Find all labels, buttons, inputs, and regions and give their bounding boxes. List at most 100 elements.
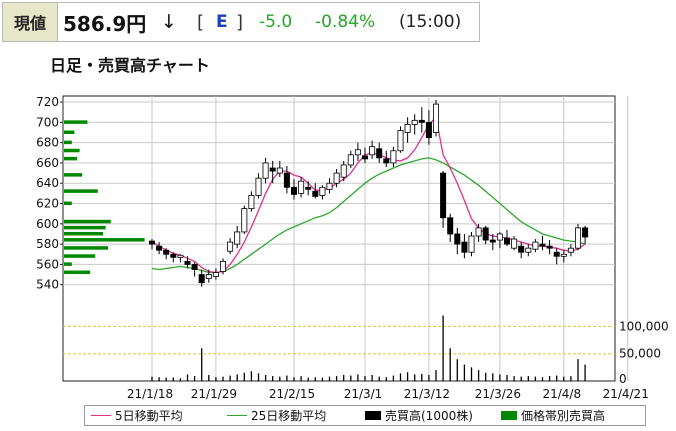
legend-ma25-label: 25日移動平均 (251, 409, 327, 423)
price-band-bar (64, 254, 96, 258)
volume-tick-label: 100,000 (619, 319, 669, 333)
candlestick (404, 123, 411, 133)
candlestick (468, 235, 475, 253)
candlestick (425, 121, 432, 138)
candlestick (560, 253, 567, 257)
price-tick-label: 560 (36, 257, 59, 271)
ma5-swatch (91, 415, 111, 416)
price-tick-label: 540 (36, 278, 59, 292)
current-price: 586.9円 (63, 11, 147, 36)
candlestick (454, 233, 461, 245)
price-band-bar (64, 148, 80, 153)
legend-volume-label: 売買高(1000株) (385, 409, 473, 423)
candlestick (553, 251, 560, 257)
candlestick (326, 182, 333, 190)
x-tick-label: 21/1/18 (127, 387, 173, 401)
candlestick (567, 247, 574, 253)
quote-bar: 現値 586.9円 ↓ [ E ] -5.0 -0.84% (15:00) (2, 2, 480, 42)
price-change: -5.0 (259, 12, 293, 32)
price-band-bar (64, 120, 88, 124)
price-tick-label: 700 (36, 115, 59, 129)
quote-time: (15:00) (399, 12, 462, 32)
candlestick (475, 227, 482, 237)
candlestick (575, 227, 582, 249)
price-band-bar (64, 156, 77, 161)
candlestick (241, 208, 248, 233)
x-tick-label: 21/4/21 (603, 387, 649, 401)
candlestick (234, 231, 241, 245)
candlestick (148, 240, 155, 245)
candlestick (432, 103, 439, 133)
price-tick-label: 720 (36, 95, 59, 109)
candlestick (319, 186, 326, 196)
candlestick (305, 186, 312, 190)
x-tick-label: 21/2/15 (269, 387, 315, 401)
legend-ma5: 5日移動平均 (91, 406, 183, 425)
candlestick (177, 254, 184, 258)
candlestick (361, 155, 368, 160)
x-tick-label: 21/3/12 (404, 387, 450, 401)
candlestick (489, 239, 496, 243)
candlestick (262, 162, 269, 179)
chart-title: 日足・売買高チャート (50, 56, 210, 75)
price-tick-label: 600 (36, 217, 59, 231)
market-code[interactable]: E (216, 12, 228, 32)
candlestick (283, 172, 290, 188)
legend-volume: 売買高(1000株) (365, 406, 473, 425)
price-band-bar (64, 140, 72, 145)
legend-ma25: 25日移動平均 (227, 406, 326, 425)
candlestick (205, 274, 212, 280)
price-tick-label: 660 (36, 156, 59, 170)
candlestick (390, 150, 397, 164)
candlestick (212, 272, 219, 277)
candlestick (248, 195, 255, 210)
candlestick (191, 264, 198, 270)
legend-price-band: 価格帯別売買高 (501, 406, 605, 425)
candlestick (447, 217, 454, 235)
price-band-bar (64, 201, 72, 206)
candlestick (290, 186, 297, 195)
candlestick (333, 172, 340, 184)
down-arrow-icon: ↓ (161, 11, 177, 33)
candlestick (184, 260, 191, 265)
price-tick-label: 580 (36, 237, 59, 251)
candlestick (518, 245, 525, 253)
candlestick (163, 249, 170, 255)
candlestick (511, 238, 518, 249)
candlestick (496, 233, 503, 241)
candlestick (227, 241, 234, 252)
price-tick-label: 640 (36, 176, 59, 190)
price-band-bar (64, 225, 106, 230)
current-price-label: 現値 (3, 3, 58, 41)
candlestick (411, 119, 418, 125)
volume-tick-label: 0 (619, 372, 627, 386)
candlestick (383, 158, 390, 164)
price-band-bar (64, 231, 103, 236)
chart-legend: 5日移動平均 25日移動平均 売買高(1000株) 価格帯別売買高 (84, 405, 646, 426)
candlestick (312, 190, 319, 197)
candlestick (170, 253, 177, 258)
candlestick (525, 247, 532, 253)
price-tick-label: 620 (36, 197, 59, 211)
candlestick (340, 164, 347, 178)
legend-ma5-label: 5日移動平均 (115, 409, 183, 423)
volume-swatch (365, 411, 381, 420)
candlestick (298, 180, 305, 194)
price-change-percent: -0.84% (315, 12, 376, 32)
x-tick-label: 21/4/8 (542, 387, 581, 401)
candlestick (397, 130, 404, 152)
candlestick (255, 177, 262, 196)
x-tick-label: 21/3/26 (475, 387, 521, 401)
candlestick (269, 167, 276, 172)
candlestick (546, 245, 553, 249)
candlestick (539, 243, 546, 247)
candlestick (354, 149, 361, 156)
price-band-bar (64, 262, 72, 266)
candlestick (347, 154, 354, 166)
candlestick (156, 245, 163, 251)
price-band-bar (64, 130, 75, 134)
candlestick (440, 172, 447, 219)
candlestick (276, 167, 283, 174)
candlestick (503, 237, 510, 245)
